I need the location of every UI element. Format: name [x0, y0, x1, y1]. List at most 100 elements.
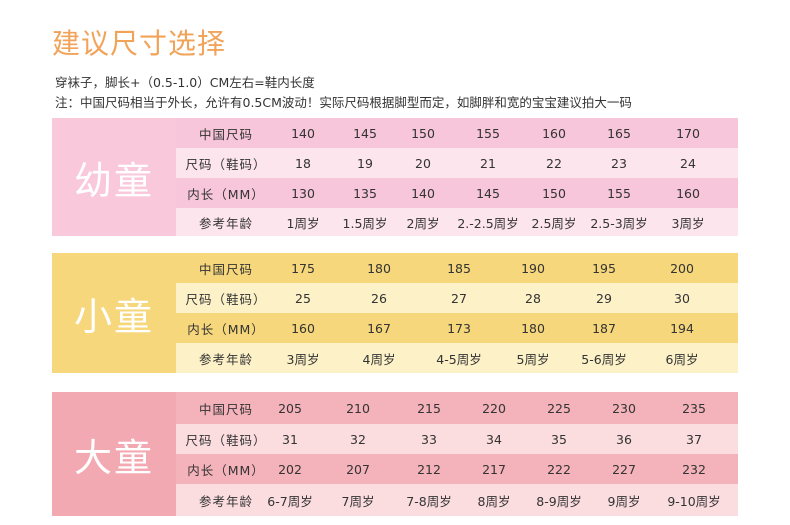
- table-cell: 160: [291, 320, 315, 336]
- table-cell: 9周岁: [607, 493, 641, 509]
- table-cell: 20: [415, 155, 431, 171]
- row-label: 中国尺码: [198, 401, 253, 417]
- table-cell: 194: [670, 320, 694, 336]
- table-cell: 36: [616, 431, 632, 447]
- table-cell: 4周岁: [362, 351, 396, 367]
- table-row-shoe-size: 尺码（鞋码） 31 32 33 34 35 36 37: [176, 424, 738, 454]
- table-cell: 180: [521, 320, 545, 336]
- size-rows: 中国尺码 205 210 215 220 225 230 235 尺码（鞋码） …: [176, 392, 738, 516]
- page-title: 建议尺寸选择: [52, 27, 227, 60]
- table-cell: 155: [476, 125, 500, 141]
- table-cell: 24: [680, 155, 696, 171]
- table-cell: 180: [367, 260, 391, 276]
- table-cell: 190: [521, 260, 545, 276]
- table-cell: 160: [542, 125, 566, 141]
- size-rows: 中国尺码 175 180 185 190 195 200 尺码（鞋码） 25 2…: [176, 253, 738, 373]
- table-cell: 222: [547, 461, 571, 477]
- table-cell: 202: [278, 461, 302, 477]
- table-cell: 18: [295, 155, 311, 171]
- table-cell: 5-6周岁: [581, 351, 627, 367]
- table-row-cn-size: 中国尺码 175 180 185 190 195 200: [176, 253, 738, 283]
- table-cell: 35: [551, 431, 567, 447]
- table-cell: 145: [476, 185, 500, 201]
- table-row-inner-length: 内长（MM） 160 167 173 180 187 194: [176, 313, 738, 343]
- section-label: 小童: [52, 253, 176, 373]
- table-row-shoe-size: 尺码（鞋码） 18 19 20 21 22 23 24: [176, 148, 738, 178]
- row-label: 内长（MM）: [187, 321, 265, 337]
- row-label: 参考年龄: [198, 493, 253, 509]
- table-cell: 150: [411, 125, 435, 141]
- table-cell: 25: [295, 290, 311, 306]
- table-cell: 200: [670, 260, 694, 276]
- table-row-inner-length: 内长（MM） 202 207 212 217 222 227 232: [176, 454, 738, 484]
- table-cell: 33: [421, 431, 437, 447]
- section-label: 大童: [52, 392, 176, 516]
- table-cell: 2.5周岁: [531, 215, 577, 231]
- table-cell: 30: [674, 290, 690, 306]
- table-cell: 9-10周岁: [667, 493, 721, 509]
- table-cell: 165: [607, 125, 631, 141]
- table-cell: 8周岁: [477, 493, 511, 509]
- table-cell: 232: [682, 461, 706, 477]
- table-cell: 2.5-3周岁: [590, 215, 648, 231]
- table-cell: 235: [682, 400, 706, 416]
- table-cell: 212: [417, 461, 441, 477]
- row-label: 参考年龄: [198, 215, 253, 231]
- table-row-age: 参考年龄 3周岁 4周岁 4-5周岁 5周岁 5-6周岁 6周岁: [176, 343, 738, 373]
- table-row-shoe-size: 尺码（鞋码） 25 26 27 28 29 30: [176, 283, 738, 313]
- table-row-inner-length: 内长（MM） 130 135 140 145 150 155 160: [176, 178, 738, 208]
- table-cell: 23: [611, 155, 627, 171]
- table-cell: 130: [291, 185, 315, 201]
- table-cell: 8-9周岁: [536, 493, 582, 509]
- table-cell: 2.-2.5周岁: [457, 215, 519, 231]
- table-cell: 5周岁: [516, 351, 550, 367]
- table-row-cn-size: 中国尺码 140 145 150 155 160 165 170: [176, 118, 738, 148]
- row-label: 尺码（鞋码）: [185, 432, 267, 448]
- row-label: 参考年龄: [198, 351, 253, 367]
- table-cell: 26: [371, 290, 387, 306]
- row-label: 内长（MM）: [187, 186, 265, 202]
- table-cell: 187: [592, 320, 616, 336]
- table-cell: 140: [411, 185, 435, 201]
- table-cell: 3周岁: [286, 351, 320, 367]
- table-cell: 195: [592, 260, 616, 276]
- table-cell: 27: [451, 290, 467, 306]
- table-cell: 34: [486, 431, 502, 447]
- table-row-age: 参考年龄 1周岁 1.5周岁 2周岁 2.-2.5周岁 2.5周岁 2.5-3周…: [176, 208, 738, 236]
- table-row-age: 参考年龄 6-7周岁 7周岁 7-8周岁 8周岁 8-9周岁 9周岁 9-10周…: [176, 484, 738, 516]
- table-cell: 205: [278, 400, 302, 416]
- size-section-youth: 大童 中国尺码 205 210 215 220 225 230 235 尺码（鞋…: [52, 392, 738, 516]
- table-cell: 21: [480, 155, 496, 171]
- table-cell: 31: [282, 431, 298, 447]
- row-label: 中国尺码: [198, 261, 253, 277]
- table-cell: 4-5周岁: [436, 351, 482, 367]
- table-cell: 28: [525, 290, 541, 306]
- table-cell: 155: [607, 185, 631, 201]
- table-cell: 37: [686, 431, 702, 447]
- table-cell: 210: [346, 400, 370, 416]
- table-cell: 135: [353, 185, 377, 201]
- size-rows: 中国尺码 140 145 150 155 160 165 170 尺码（鞋码） …: [176, 118, 738, 236]
- table-cell: 225: [547, 400, 571, 416]
- table-cell: 7-8周岁: [406, 493, 452, 509]
- table-cell: 3周岁: [671, 215, 705, 231]
- table-cell: 145: [353, 125, 377, 141]
- table-cell: 167: [367, 320, 391, 336]
- table-cell: 29: [596, 290, 612, 306]
- section-label: 幼童: [52, 118, 176, 236]
- sizing-formula-note: 穿袜子，脚长+（0.5-1.0）CM左右=鞋内长度: [55, 75, 315, 90]
- table-cell: 170: [676, 125, 700, 141]
- table-row-cn-size: 中国尺码 205 210 215 220 225 230 235: [176, 392, 738, 424]
- table-cell: 173: [447, 320, 471, 336]
- table-cell: 6-7周岁: [267, 493, 313, 509]
- table-cell: 217: [482, 461, 506, 477]
- row-label: 中国尺码: [198, 126, 253, 142]
- table-cell: 220: [482, 400, 506, 416]
- table-cell: 150: [542, 185, 566, 201]
- table-cell: 2周岁: [406, 215, 440, 231]
- table-cell: 227: [612, 461, 636, 477]
- size-section-infant: 幼童 中国尺码 140 145 150 155 160 165 170 尺码（鞋…: [52, 118, 738, 236]
- table-cell: 215: [417, 400, 441, 416]
- size-section-child: 小童 中国尺码 175 180 185 190 195 200 尺码（鞋码） 2…: [52, 253, 738, 373]
- table-cell: 22: [546, 155, 562, 171]
